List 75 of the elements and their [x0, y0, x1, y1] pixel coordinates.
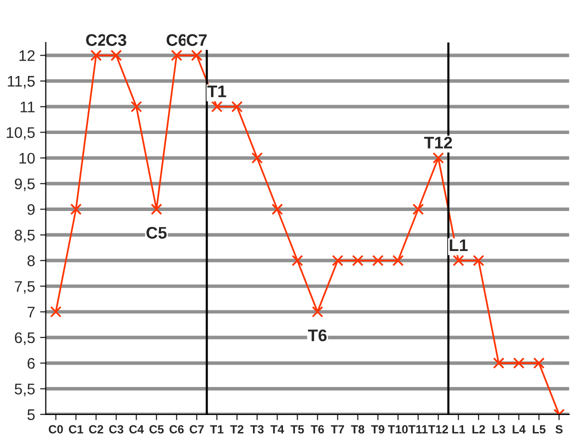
- x-tick-label: T2: [230, 425, 244, 434]
- y-tick-label: 7,5: [14, 281, 35, 294]
- annotation: C7: [186, 34, 207, 46]
- annotation: T12: [424, 136, 452, 148]
- point: [352, 254, 364, 266]
- annotation: C6: [166, 34, 187, 46]
- y-tick-label: 11: [20, 102, 35, 112]
- x-tick-label: L2: [472, 425, 485, 434]
- y-tick-label: 6: [28, 358, 35, 369]
- x-tick-label: T4: [270, 425, 284, 434]
- y-tick-label: 10: [20, 152, 35, 164]
- x-tick-label: C5: [149, 425, 164, 434]
- point: [231, 100, 243, 112]
- y-tick-label: 6,5: [14, 332, 35, 345]
- annotation: L1: [450, 239, 468, 251]
- annotation: T6: [308, 329, 327, 342]
- x-tick-label: C6: [170, 425, 184, 434]
- point: [513, 357, 525, 369]
- x-tick-label: T12: [428, 425, 448, 434]
- point: [211, 100, 223, 112]
- point: [191, 50, 202, 62]
- y-tick-label: 10,5: [6, 127, 35, 140]
- x-tick-label: C1: [68, 425, 84, 434]
- x-tick-label: T1: [210, 425, 224, 434]
- y-tick-label: 11,5: [8, 76, 35, 89]
- x-tick-label: T7: [330, 425, 344, 434]
- point: [472, 254, 484, 266]
- y-tick-label: 8,5: [14, 230, 35, 242]
- x-tick-label: T8: [351, 425, 364, 434]
- point: [452, 254, 464, 266]
- point: [110, 50, 122, 62]
- x-tick-label: L5: [532, 425, 546, 434]
- x-tick-label: T10: [388, 425, 408, 434]
- point: [292, 254, 304, 266]
- y-tick-label: 5,5: [14, 384, 35, 396]
- annotation: C3: [106, 34, 126, 46]
- annotation: C5: [146, 226, 167, 239]
- annotation: C2: [86, 34, 106, 46]
- point: [533, 357, 545, 369]
- x-tick-label: C7: [190, 425, 204, 434]
- x-tick-label: L1: [452, 425, 465, 434]
- point: [412, 204, 424, 215]
- x-tick-label: C0: [48, 425, 63, 434]
- x-tick-label: T6: [310, 425, 324, 434]
- point: [170, 50, 182, 62]
- y-tick-label: 9: [28, 204, 35, 215]
- y-tick-label: 8: [28, 255, 35, 266]
- y-tick-label: 12: [20, 50, 35, 61]
- point: [150, 204, 162, 215]
- y-tick-label: 9,5: [14, 178, 35, 192]
- point: [90, 50, 102, 62]
- point: [70, 204, 82, 215]
- point: [372, 254, 384, 266]
- point: [492, 357, 504, 369]
- y-tick-label: 5: [27, 409, 35, 420]
- x-tick-label: C4: [129, 425, 144, 434]
- point: [332, 254, 344, 266]
- x-tick-label: T11: [408, 425, 428, 434]
- point: [251, 152, 263, 164]
- y-tick-label: 7: [28, 306, 35, 318]
- point: [50, 306, 62, 318]
- annotation: T1: [207, 86, 226, 98]
- point: [392, 254, 404, 266]
- x-tick-label: C3: [109, 425, 124, 434]
- x-tick-label: T3: [250, 425, 264, 434]
- point: [272, 204, 283, 215]
- x-tick-label: S: [555, 425, 563, 434]
- x-tick-label: L3: [492, 425, 506, 434]
- point: [432, 152, 444, 164]
- point: [130, 100, 142, 112]
- x-tick-label: C2: [89, 425, 104, 434]
- x-tick-label: L4: [512, 425, 526, 434]
- x-tick-label: T9: [371, 425, 384, 434]
- x-tick-label: T5: [290, 425, 304, 434]
- point: [312, 306, 324, 318]
